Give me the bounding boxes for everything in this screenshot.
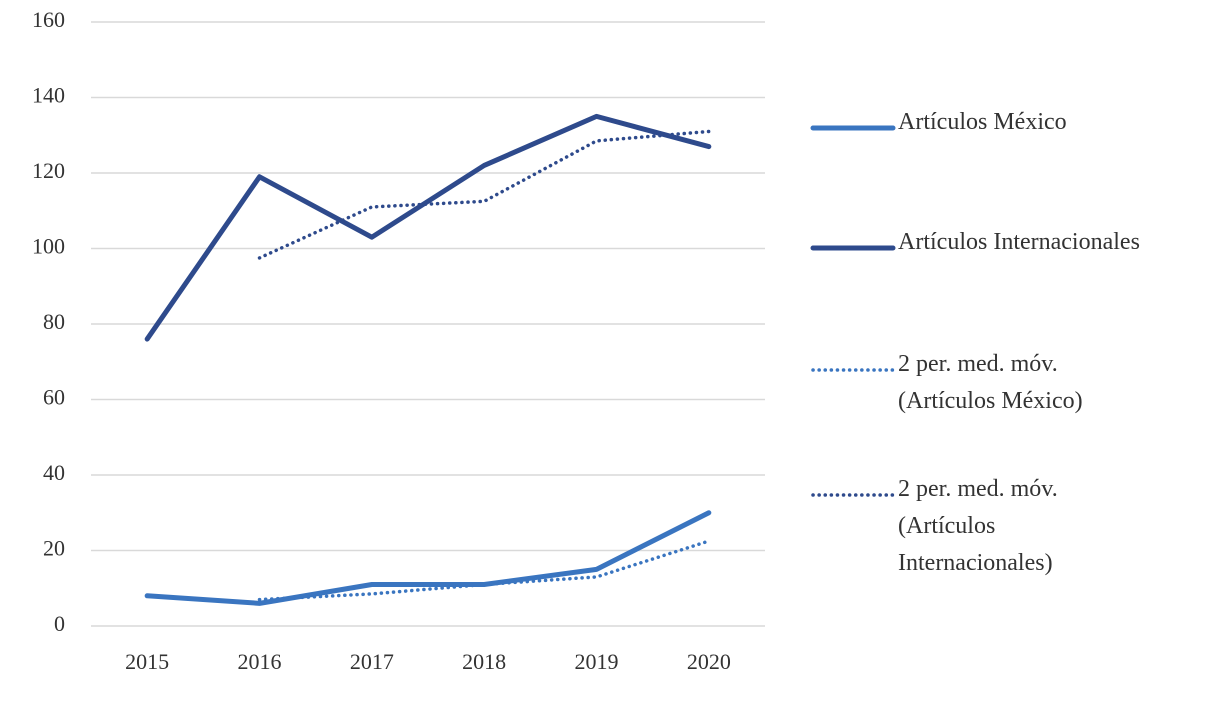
legend-label: 2 per. med. móv. (Artículos Internaciona… [898, 476, 1058, 576]
y-tick-label: 60 [43, 385, 65, 410]
y-tick-label: 140 [32, 83, 65, 108]
x-tick-label: 2019 [575, 649, 619, 674]
legend-label: Artículos Internacionales [898, 229, 1140, 255]
legend-swatch [811, 368, 895, 372]
legend-label: 2 per. med. móv. (Artículos México) [898, 351, 1083, 414]
x-tick-label: 2015 [125, 649, 169, 674]
legend-swatch [810, 245, 896, 251]
series-line [144, 113, 712, 342]
legend-item: 2 per. med. móv. (Artículos Internaciona… [810, 476, 1058, 582]
legend-swatch [811, 493, 895, 497]
legend-item: 2 per. med. móv. (Artículos México) [810, 351, 1128, 420]
y-tick-label: 160 [32, 7, 65, 32]
series-line [257, 129, 711, 260]
chart: 0 20 40 60 80 100 120 140 160 2015 2016 2017 2018 201… [32, 7, 765, 674]
series-line [257, 539, 711, 602]
legend-item: Artículos Internacionales [810, 229, 1140, 261]
y-tick-label: 0 [54, 611, 65, 636]
legend-item: Artículos México [810, 109, 1067, 141]
y-tick-label: 80 [43, 309, 65, 334]
x-tick-label: 2020 [687, 649, 731, 674]
y-tick-label: 40 [43, 460, 65, 485]
legend: Artículos México Artículos Internacionale… [810, 0, 1220, 704]
y-tick-label: 100 [32, 234, 65, 259]
x-tick-label: 2016 [238, 649, 282, 674]
y-tick-label: 20 [43, 536, 65, 561]
legend-swatch [810, 125, 896, 131]
legend-label: Artículos México [898, 109, 1067, 135]
y-tick-label: 120 [32, 158, 65, 183]
series-line [144, 510, 712, 606]
x-tick-label: 2018 [462, 649, 506, 674]
x-tick-label: 2017 [350, 649, 394, 674]
